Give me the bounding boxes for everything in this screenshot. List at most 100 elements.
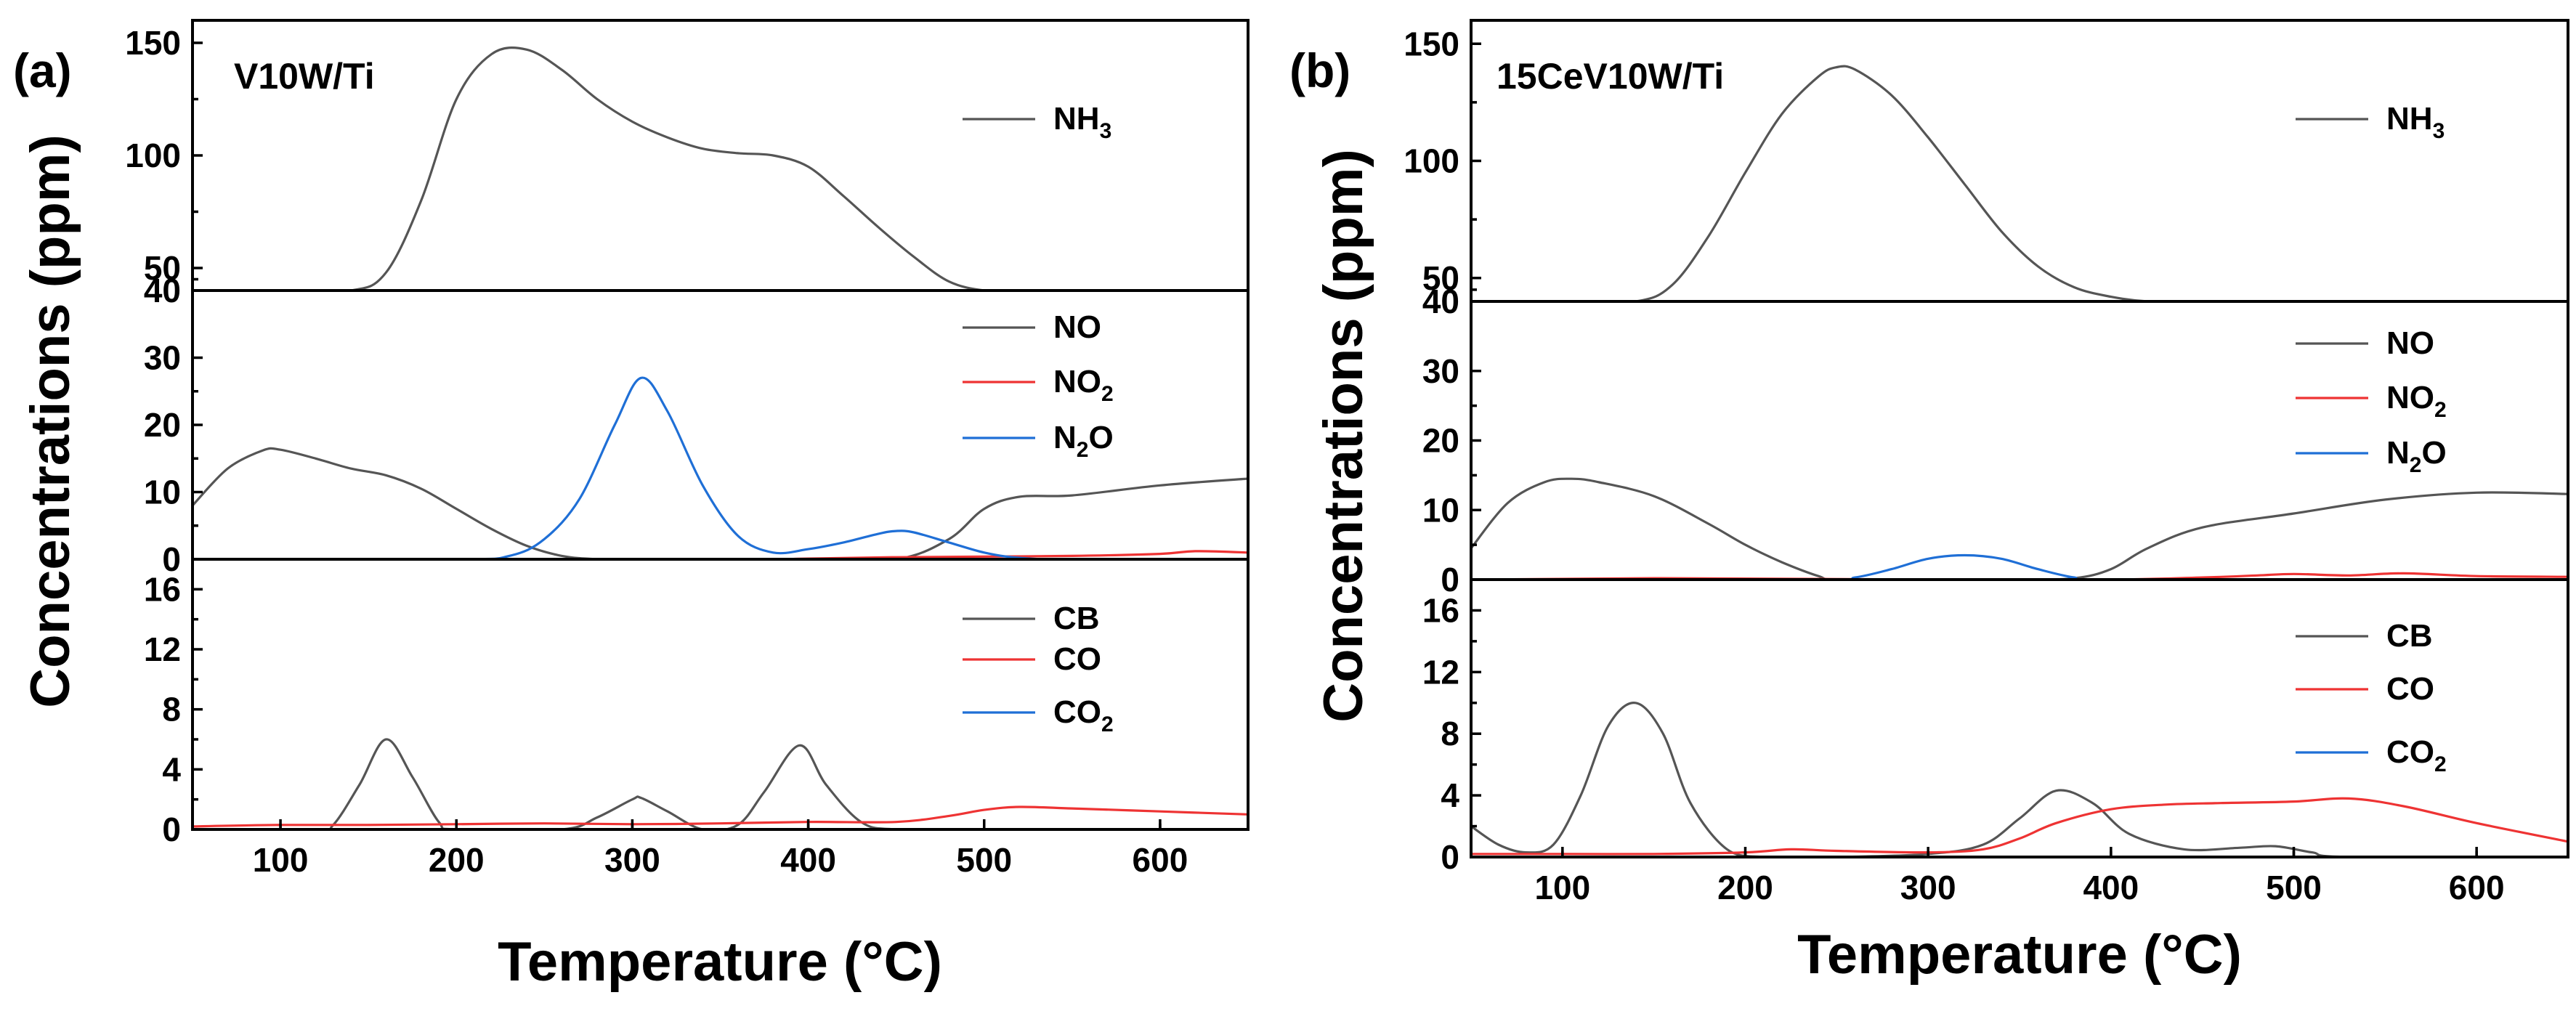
legend-label-nh3: NH3	[1053, 101, 1111, 143]
y-tick-label: 12	[144, 630, 181, 668]
legend-label-main: CO	[1053, 694, 1101, 730]
y-tick-label: 20	[144, 406, 181, 444]
legend-label-subscript: 3	[1100, 119, 1112, 143]
x-tick-label: 600	[1133, 841, 1188, 879]
plot-frame	[1470, 578, 2569, 858]
legend-label-cb: CB	[1053, 601, 1100, 636]
y-tick-label: 100	[1404, 142, 1459, 180]
legend-label-subscript: 2	[1101, 382, 1114, 406]
y-axis-title: Concentrations (ppm)	[20, 134, 81, 708]
legend-label-no: NO	[1053, 309, 1101, 345]
legend-label-no: NO	[2386, 325, 2434, 361]
legend-nh3: NH3	[963, 101, 1111, 143]
y-tick-label: 40	[144, 272, 181, 309]
legend-label-main: NH	[1053, 101, 1100, 137]
y-tick-label: 16	[144, 570, 181, 608]
legend-label-n2o: N2O	[1053, 420, 1114, 462]
legend-carbon: CB CO CO2	[2296, 618, 2447, 776]
x-tick-label: 600	[2449, 869, 2505, 906]
legend-label-main: CO	[1053, 641, 1101, 677]
legend-label-n2o: N2O	[2386, 435, 2447, 477]
legend-label-cb: CB	[2386, 618, 2433, 654]
legend-label-main: NO	[1053, 309, 1101, 345]
series-line-n2o	[1471, 553, 2568, 580]
legend-label-main: NO	[2386, 325, 2434, 361]
x-tick-label: 300	[604, 841, 660, 879]
x-axis-title: Temperature (°C)	[498, 931, 942, 993]
legend-label-no2: NO2	[2386, 380, 2447, 422]
x-tick-label: 400	[2083, 869, 2139, 906]
legend-label-main: NH	[2386, 101, 2433, 137]
x-tick-label: 300	[1900, 869, 1956, 906]
panel-label: (b)	[1289, 44, 1350, 97]
legend-label-no2: NO2	[1053, 364, 1114, 406]
y-tick-label: 10	[1422, 491, 1459, 529]
legend-label-main: CB	[2386, 618, 2433, 654]
legend-label-subscript: 2	[2434, 398, 2447, 422]
y-tick-label: 50	[144, 249, 181, 287]
y-tick-label: 12	[1422, 653, 1459, 691]
legend-label-co: CO	[1053, 641, 1101, 677]
series-line-no	[193, 447, 1248, 559]
legend-nh3: NH3	[2296, 101, 2445, 143]
y-tick-label: 10	[144, 474, 181, 511]
y-tick-label: 0	[162, 540, 181, 578]
legend-label-subscript: 2	[1077, 438, 1089, 462]
legend-label-nh3: NH3	[2386, 101, 2445, 143]
legend-label-main: NO	[1053, 364, 1101, 399]
legend-label-co2: CO2	[1053, 694, 1114, 736]
y-tick-label: 20	[1422, 422, 1459, 460]
legend-label-main: N	[1053, 420, 1077, 455]
series-line-cb	[193, 738, 1248, 829]
x-tick-label: 400	[780, 841, 836, 879]
plot-frame	[191, 558, 1249, 831]
y-tick-label: 100	[125, 137, 181, 174]
panel-label: (a)	[13, 44, 72, 97]
catalyst-label: 15CeV10W/Ti	[1496, 56, 1724, 97]
y-tick-label: 30	[1422, 352, 1459, 390]
series-line-co	[1471, 797, 2568, 856]
series-line-cb	[1471, 702, 2568, 857]
y-tick-label: 40	[1422, 283, 1459, 320]
y-tick-label: 150	[1404, 25, 1459, 62]
y-tick-label: 8	[1441, 715, 1459, 752]
y-tick-label: 8	[162, 691, 181, 728]
y-tick-label: 4	[162, 750, 181, 788]
x-tick-label: 100	[1534, 869, 1590, 906]
legend-label-subscript: 3	[2433, 119, 2445, 143]
legend-label-subscript: 2	[2410, 453, 2422, 477]
y-tick-label: 4	[1441, 776, 1459, 814]
y-axis-title: Concentrations (ppm)	[1313, 149, 1374, 723]
legend-label-main: CB	[1053, 601, 1100, 636]
y-tick-label: 0	[1441, 838, 1459, 876]
x-tick-label: 100	[253, 841, 309, 879]
legend-label-subscript: 2	[2434, 752, 2447, 776]
legend-label-co2: CO2	[2386, 734, 2447, 776]
legend-label-subscript: 2	[1101, 712, 1114, 736]
x-tick-label: 200	[1717, 869, 1773, 906]
y-tick-label: 50	[1422, 259, 1459, 297]
x-tick-label: 500	[956, 841, 1012, 879]
legend-label-main: NO	[2386, 380, 2434, 415]
x-tick-label: 200	[429, 841, 485, 879]
legend-label-co: CO	[2386, 671, 2434, 707]
x-axis-title: Temperature (°C)	[1797, 924, 2242, 986]
legend-label-tail: O	[2421, 435, 2446, 471]
series-line-nh3	[193, 46, 1248, 291]
x-tick-label: 500	[2266, 869, 2322, 906]
y-tick-label: 150	[125, 24, 181, 62]
y-tick-label: 0	[162, 811, 181, 848]
catalyst-label: V10W/Ti	[234, 56, 375, 97]
series-line-no	[1471, 477, 2568, 580]
series-line-n2o	[193, 376, 1248, 559]
y-tick-label: 16	[1422, 591, 1459, 629]
series-line-no2	[193, 550, 1248, 559]
